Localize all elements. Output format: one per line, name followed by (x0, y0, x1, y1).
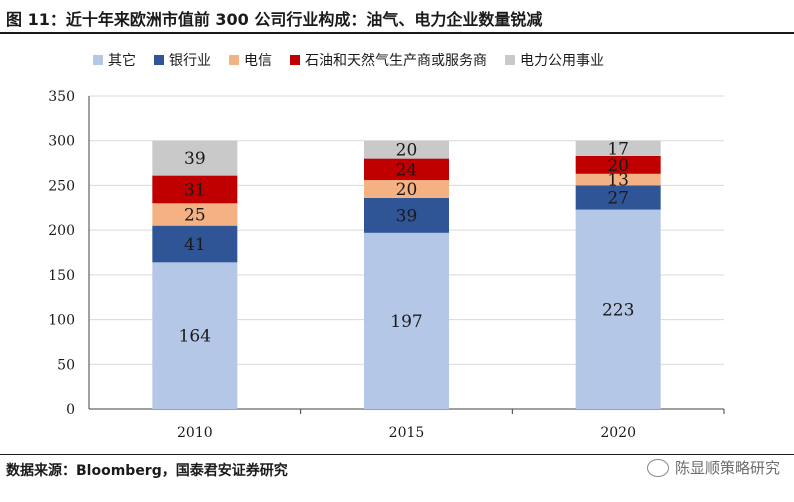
data-label: 17 (607, 139, 629, 159)
legend-item: 其它 (93, 50, 136, 70)
bar-segment (152, 175, 238, 204)
x-tick-label: 2020 (600, 425, 636, 441)
bar-segment (152, 225, 238, 263)
legend-item: 电信 (229, 50, 272, 70)
y-tick-label: 250 (48, 178, 75, 194)
bar-segment (575, 209, 661, 409)
chart-legend: 其它 银行业 电信 石油和天然气生产商或服务商 电力公用事业 (93, 50, 604, 70)
bar-segment (575, 185, 661, 210)
legend-label: 银行业 (169, 53, 211, 69)
x-tick-label: 2015 (389, 425, 425, 441)
y-tick-label: 50 (57, 357, 75, 373)
legend-label: 石油和天然气生产商或服务商 (305, 53, 487, 69)
data-label: 164 (179, 327, 211, 347)
wechat-icon (646, 458, 669, 477)
bar-segment (364, 158, 449, 181)
legend-swatch (154, 55, 164, 65)
legend-item: 石油和天然气生产商或服务商 (290, 50, 487, 70)
bar-segment (364, 197, 449, 233)
bar-segment (575, 173, 661, 186)
bar-segment (152, 140, 238, 176)
data-label: 25 (184, 205, 206, 225)
title-rule (0, 32, 794, 34)
y-tick-label: 350 (48, 89, 75, 105)
bar-segment (152, 262, 238, 409)
bar-segment (364, 232, 449, 409)
stacked-bar-chart: 0 50 100 150 200 250 300 350 164 41 25 31 39 2010 197 3… (48, 89, 725, 441)
y-tick-label: 0 (66, 402, 75, 418)
data-label: 39 (396, 206, 418, 226)
legend-item: 电力公用事业 (505, 50, 604, 70)
source-note: 数据来源：Bloomberg，国泰君安证券研究 (6, 463, 288, 479)
legend-item: 银行业 (154, 50, 211, 70)
watermark-text: 陈显顺策略研究 (674, 459, 780, 477)
data-label: 20 (396, 141, 418, 161)
bar-segment (575, 155, 661, 174)
legend-swatch (229, 55, 239, 65)
y-tick-label: 100 (48, 313, 75, 329)
data-label: 197 (390, 312, 422, 332)
legend-swatch (93, 55, 103, 65)
legend-label: 电信 (244, 53, 272, 69)
watermark: 陈显顺策略研究 (646, 457, 780, 478)
data-label: 27 (607, 189, 629, 209)
data-label: 20 (607, 156, 629, 176)
y-tick-label: 150 (48, 268, 75, 284)
data-label: 13 (607, 171, 629, 191)
x-tick-label: 2010 (177, 425, 213, 441)
data-label: 223 (602, 300, 634, 320)
legend-label: 电力公用事业 (520, 53, 604, 69)
legend-label: 其它 (108, 53, 136, 69)
y-tick-label: 200 (48, 223, 75, 239)
data-label: 39 (184, 149, 206, 169)
figure-title: 图 11：近十年来欧洲市值前 300 公司行业构成：油气、电力企业数量锐减 (6, 10, 543, 29)
data-label: 31 (184, 180, 206, 200)
bar-segment (364, 140, 449, 159)
y-tick-label: 300 (48, 134, 75, 150)
bar-segment (575, 140, 661, 156)
data-label: 20 (396, 180, 418, 200)
source-rule (0, 454, 794, 455)
data-label: 41 (184, 235, 206, 255)
legend-swatch (505, 55, 515, 65)
legend-swatch (290, 55, 300, 65)
data-label: 24 (396, 160, 418, 180)
bar-segment (364, 180, 449, 198)
bar-segment (152, 203, 238, 226)
